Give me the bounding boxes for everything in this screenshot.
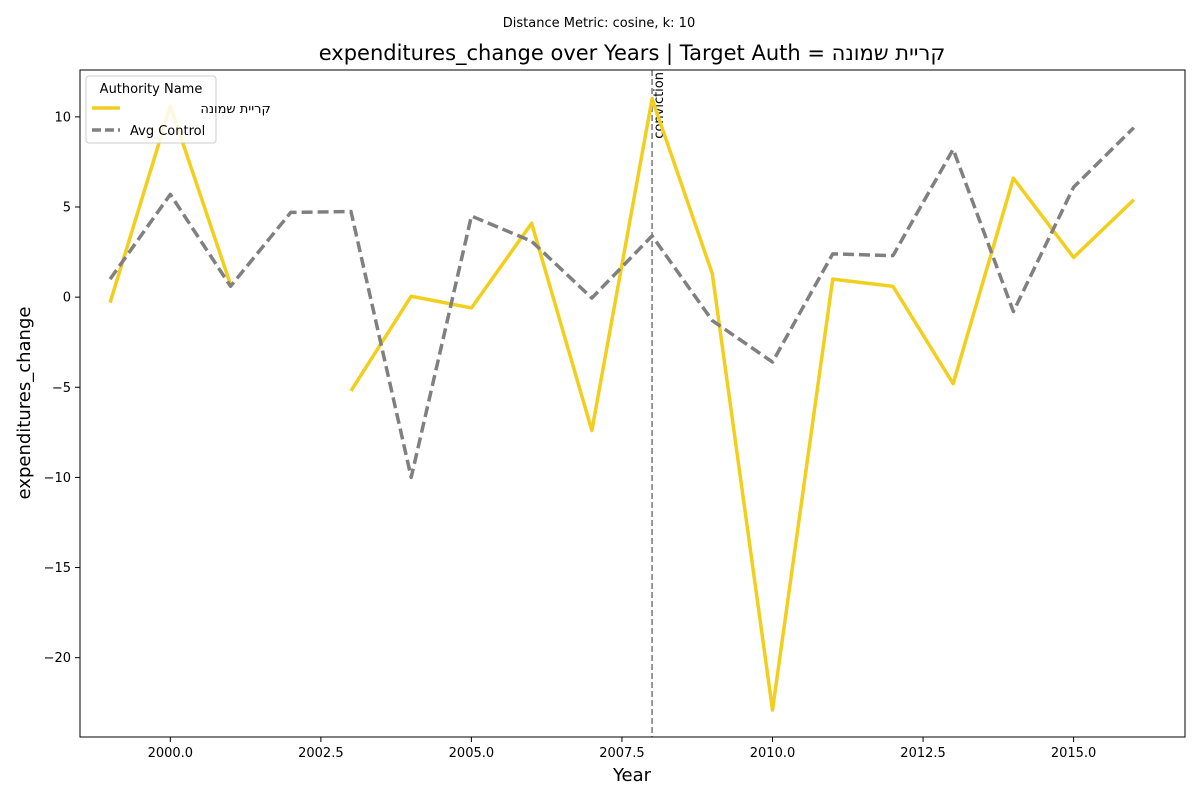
conviction-marker: conviction xyxy=(651,70,667,737)
x-tick-label: 2005.0 xyxy=(449,746,495,761)
y-tick-label: −15 xyxy=(44,561,71,576)
x-tick-label: 2012.5 xyxy=(900,746,946,761)
legend: Authority Name קריית שמונה Avg Control xyxy=(85,75,271,144)
legend-label-series-1: Avg Control xyxy=(130,124,205,139)
conviction-label: conviction xyxy=(652,72,667,139)
y-axis-ticks: 10 5 0 −5 −10 −15 −20 xyxy=(44,110,80,666)
x-axis-ticks: 2000.0 2002.5 2005.0 2007.5 2010.0 2012.5 2015… xyxy=(148,737,1097,761)
x-tick-label: 2010.0 xyxy=(750,746,796,761)
series-line-0 xyxy=(108,97,1136,712)
x-tick-label: 2002.5 xyxy=(298,746,344,761)
legend-label-series-0: קריית שמונה xyxy=(200,102,270,117)
plot-frame xyxy=(79,69,1186,738)
y-axis-label: expenditures_change xyxy=(14,307,35,500)
y-tick-label: 5 xyxy=(63,201,71,216)
y-tick-label: −5 xyxy=(52,381,71,396)
series-lines xyxy=(108,97,1136,712)
series-line-1 xyxy=(108,126,1136,480)
legend-title: Authority Name xyxy=(100,82,203,97)
legend-box xyxy=(85,75,217,144)
y-tick-label: 10 xyxy=(54,110,71,125)
chart-title: expenditures_change over Years | Target … xyxy=(319,41,946,66)
y-tick-label: −20 xyxy=(44,651,71,666)
chart-suptitle: Distance Metric: cosine, k: 10 xyxy=(503,16,695,31)
x-tick-label: 2015.0 xyxy=(1051,746,1097,761)
y-tick-label: 0 xyxy=(63,291,71,306)
x-axis-label: Year xyxy=(612,765,652,786)
x-tick-label: 2000.0 xyxy=(148,746,194,761)
x-tick-label: 2007.5 xyxy=(599,746,645,761)
y-tick-label: −10 xyxy=(44,471,71,486)
plot-area: 2000.0 2002.5 2005.0 2007.5 2010.0 2012.5 2015… xyxy=(44,69,1186,761)
